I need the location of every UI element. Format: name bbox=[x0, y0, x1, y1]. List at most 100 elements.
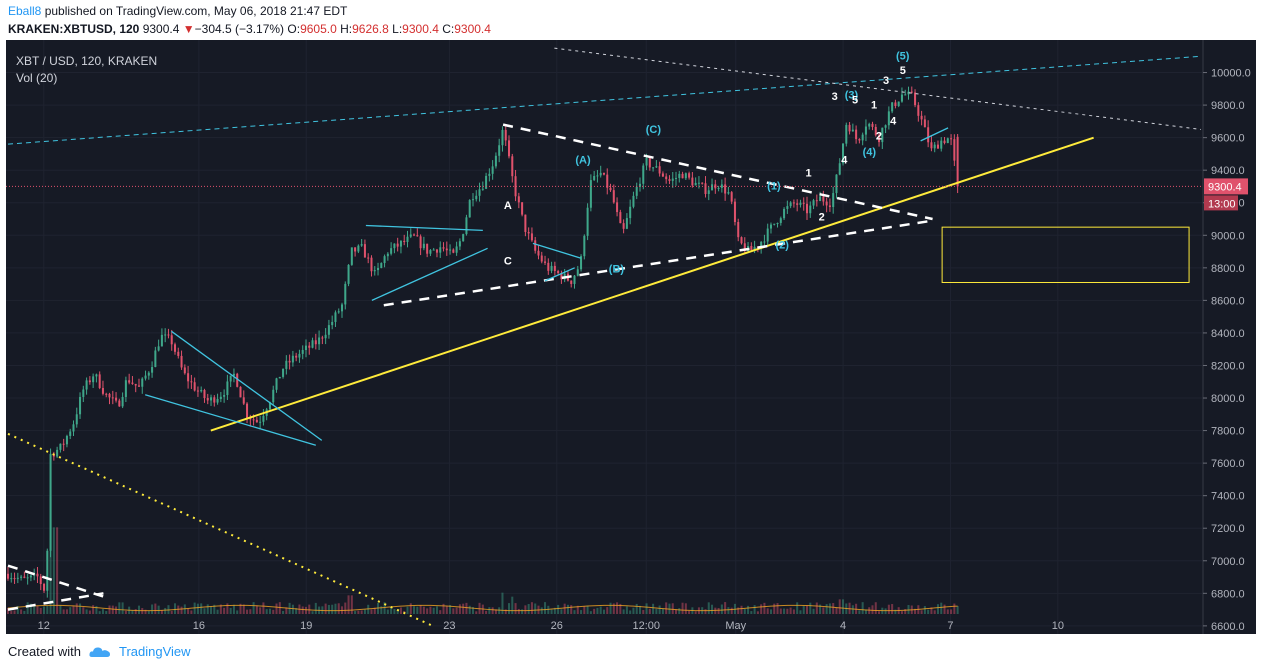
candle-body bbox=[868, 123, 871, 127]
tradingview-link[interactable]: TradingView bbox=[118, 644, 191, 659]
time-axis[interactable]: 12 16 19 23 26 12:00 May 4 7 10 bbox=[38, 620, 1064, 632]
volume-bar bbox=[92, 605, 95, 614]
volume-bar bbox=[560, 609, 563, 614]
volume-bar bbox=[786, 608, 789, 614]
candle-body bbox=[242, 397, 245, 404]
candle-body bbox=[704, 183, 707, 194]
wave-label: 3 bbox=[883, 75, 889, 87]
volume-bar bbox=[363, 609, 366, 614]
candle-body bbox=[527, 231, 530, 234]
candle-body bbox=[691, 177, 694, 186]
price-tick-label: 8400.0 bbox=[1211, 328, 1245, 340]
volume-bar bbox=[23, 610, 26, 614]
candle-body bbox=[72, 424, 75, 432]
volume-bar bbox=[625, 606, 628, 614]
candle-body bbox=[357, 245, 360, 252]
candle-body bbox=[900, 94, 903, 102]
candle-body bbox=[884, 125, 887, 128]
author-link[interactable]: Eball8 bbox=[8, 4, 42, 18]
candle-body bbox=[730, 192, 733, 202]
candle-body bbox=[815, 200, 818, 202]
candle-body bbox=[324, 334, 327, 339]
volume-bar bbox=[46, 605, 49, 614]
candle-body bbox=[557, 271, 560, 274]
volume-bar bbox=[747, 605, 750, 614]
volume-bar bbox=[115, 606, 118, 614]
candle-body bbox=[455, 246, 458, 253]
candle-body bbox=[835, 174, 838, 194]
candle-body bbox=[583, 235, 586, 257]
candle-body bbox=[137, 385, 140, 387]
candle-body bbox=[291, 355, 294, 363]
wave-label: (2) bbox=[776, 239, 790, 251]
candle-body bbox=[602, 172, 605, 175]
candle-body bbox=[180, 355, 183, 368]
volume-bar bbox=[445, 605, 448, 614]
volume-bar bbox=[557, 604, 560, 614]
candle-body bbox=[354, 247, 357, 252]
candle-body bbox=[88, 380, 91, 383]
volume-bar bbox=[900, 611, 903, 614]
price-axis[interactable]: 6600.0 6800.0 7000.0 7200.0 7400.0 7600.0 7800… bbox=[1202, 40, 1251, 634]
volume-bar bbox=[822, 607, 825, 614]
price-tick-label: 8000.0 bbox=[1211, 393, 1245, 405]
volume-bar bbox=[825, 604, 828, 614]
open-value: 9605.0 bbox=[300, 22, 337, 36]
candle-body bbox=[396, 243, 399, 247]
volume-bar bbox=[573, 610, 576, 614]
candle-body bbox=[625, 218, 628, 229]
price-tick-label: 7400.0 bbox=[1211, 491, 1245, 503]
volume-bar bbox=[864, 609, 867, 614]
volume-bar bbox=[265, 609, 268, 614]
volume-bar bbox=[455, 607, 458, 614]
volume-bar bbox=[449, 605, 452, 614]
candle-body bbox=[697, 182, 700, 184]
candle-body bbox=[914, 92, 917, 106]
candle-body bbox=[268, 402, 271, 410]
volume-bar bbox=[465, 602, 468, 614]
candle-body bbox=[216, 398, 219, 403]
volume-bar bbox=[399, 607, 402, 614]
volume-bar bbox=[419, 605, 422, 614]
candle-body bbox=[609, 187, 612, 191]
cyan-top-dashed-line bbox=[7, 55, 1202, 145]
candle-body bbox=[904, 94, 907, 96]
volume-bar bbox=[547, 605, 550, 614]
candle-body bbox=[377, 267, 380, 271]
price-tick-label: 7800.0 bbox=[1211, 426, 1245, 438]
price-tick-label: 8800.0 bbox=[1211, 263, 1245, 275]
volume-bar bbox=[308, 604, 311, 614]
close-value: 9300.4 bbox=[454, 22, 491, 36]
candle-body bbox=[514, 176, 517, 197]
volume-bar bbox=[891, 604, 894, 614]
volume-bar bbox=[367, 604, 370, 614]
publish-info: Eball8 published on TradingView.com, May… bbox=[8, 4, 347, 18]
wave-label: 3 bbox=[832, 91, 838, 103]
drawings bbox=[6, 47, 1203, 627]
volume-bar bbox=[108, 605, 111, 614]
wave-label: (A) bbox=[575, 155, 591, 167]
volume-bar bbox=[311, 611, 314, 614]
candle-body bbox=[589, 180, 592, 208]
candle-body bbox=[769, 224, 772, 229]
volume-bar bbox=[262, 602, 265, 614]
white-lower-dashed-line bbox=[383, 219, 933, 307]
candle-body bbox=[714, 184, 717, 189]
volume-bar bbox=[783, 608, 786, 614]
candle-body bbox=[413, 234, 416, 236]
candle-body bbox=[799, 202, 802, 205]
candle-body bbox=[318, 337, 321, 345]
price-tick-label: 7200.0 bbox=[1211, 523, 1245, 535]
candle-body bbox=[232, 373, 235, 376]
candle-body bbox=[278, 376, 281, 379]
candle-body bbox=[288, 360, 291, 363]
candle-body bbox=[49, 453, 52, 551]
candle-body bbox=[272, 389, 275, 403]
volume-bar bbox=[622, 609, 625, 614]
volume-bar bbox=[950, 609, 953, 614]
candle-body bbox=[331, 321, 334, 326]
candle-body bbox=[720, 184, 723, 188]
candle-body bbox=[665, 176, 668, 180]
volume-bar bbox=[249, 609, 252, 614]
